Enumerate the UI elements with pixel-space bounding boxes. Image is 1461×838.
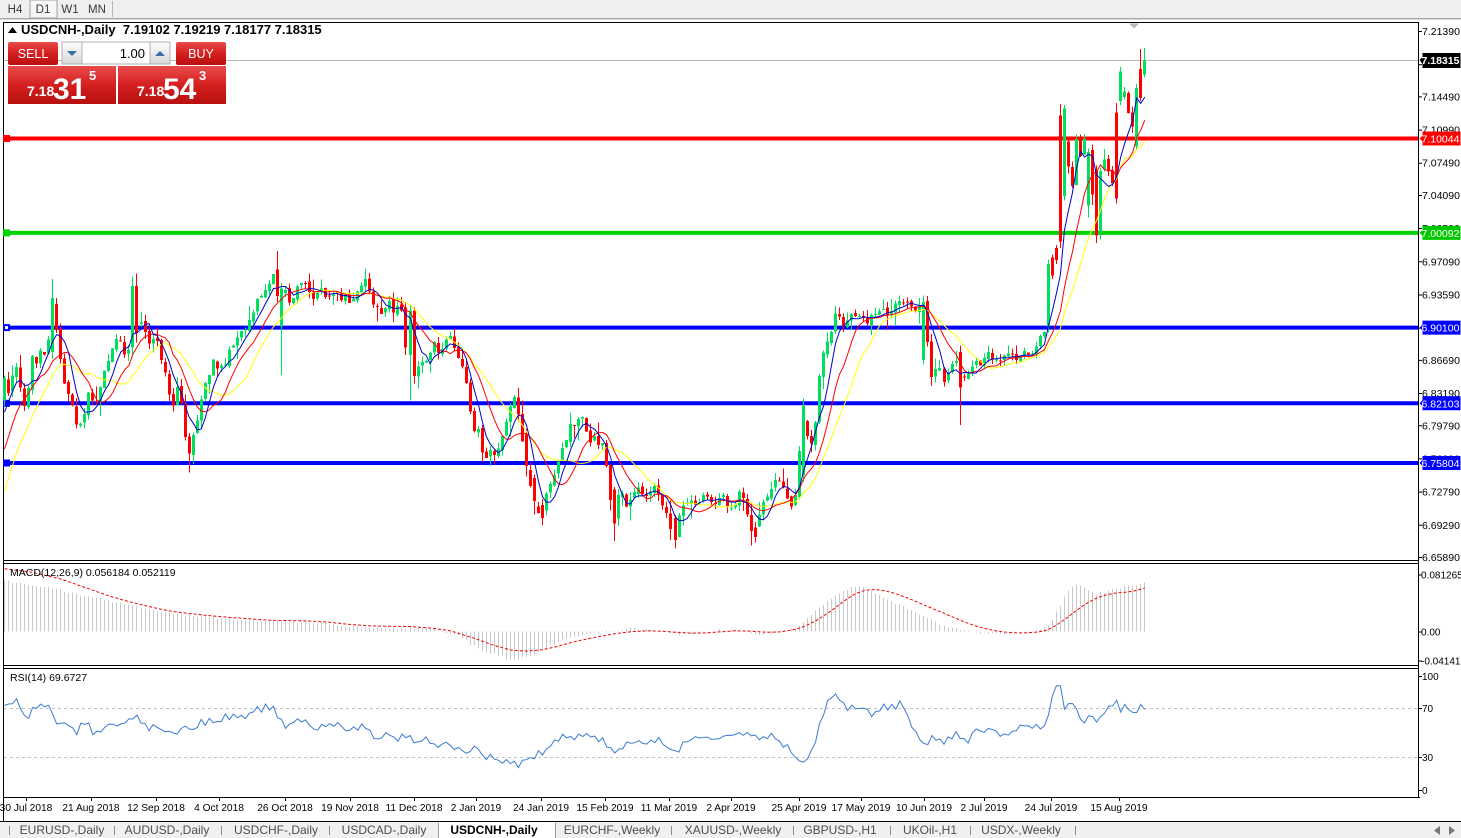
- svg-text:H4: H4: [8, 4, 23, 16]
- svg-text:USDCNH-,Daily: USDCNH-,Daily: [450, 823, 538, 837]
- svg-text:D1: D1: [36, 4, 51, 16]
- svg-text:MN: MN: [88, 4, 106, 16]
- svg-text:GBPUSD-,H1: GBPUSD-,H1: [803, 823, 877, 837]
- svg-text:3: 3: [199, 68, 206, 83]
- svg-text:19 Nov 2018: 19 Nov 2018: [321, 803, 379, 814]
- svg-text:UKOil-,H1: UKOil-,H1: [903, 823, 957, 837]
- svg-text:-0.041412: -0.041412: [1421, 657, 1461, 668]
- svg-text:21 Aug 2018: 21 Aug 2018: [62, 803, 120, 814]
- svg-text:6.75804: 6.75804: [1422, 458, 1460, 470]
- svg-text:12 Sep 2018: 12 Sep 2018: [127, 803, 185, 814]
- svg-text:7.18315: 7.18315: [1422, 55, 1460, 67]
- svg-text:0.00: 0.00: [1421, 628, 1441, 639]
- svg-text:7.04090: 7.04090: [1422, 190, 1460, 202]
- svg-text:XAUUSD-,Weekly: XAUUSD-,Weekly: [685, 823, 781, 837]
- svg-text:30 Jul 2018: 30 Jul 2018: [0, 803, 53, 814]
- svg-text:30: 30: [1422, 753, 1434, 764]
- svg-text:7.18: 7.18: [137, 83, 164, 99]
- svg-text:6.69290: 6.69290: [1422, 520, 1460, 532]
- svg-text:6.93590: 6.93590: [1422, 290, 1460, 302]
- svg-text:USDX-,Weekly: USDX-,Weekly: [981, 823, 1061, 837]
- svg-text:7.10044: 7.10044: [1422, 134, 1460, 146]
- svg-text:6.65890: 6.65890: [1422, 552, 1460, 564]
- svg-text:6.86690: 6.86690: [1422, 355, 1460, 367]
- svg-text:11 Dec 2018: 11 Dec 2018: [385, 803, 442, 814]
- svg-text:7.00092: 7.00092: [1422, 228, 1460, 240]
- svg-text:70: 70: [1422, 704, 1434, 715]
- svg-text:17 May 2019: 17 May 2019: [832, 803, 891, 814]
- svg-text:15 Feb 2019: 15 Feb 2019: [576, 803, 634, 814]
- svg-text:0: 0: [1422, 786, 1428, 797]
- svg-text:100: 100: [1422, 672, 1439, 683]
- svg-text:SELL: SELL: [18, 47, 49, 61]
- svg-text:31: 31: [53, 73, 86, 106]
- svg-text:1.00: 1.00: [120, 46, 145, 61]
- svg-text:USDCHF-,Daily: USDCHF-,Daily: [234, 823, 318, 837]
- svg-text:USDCNH-,Daily 7.19102 7.19219: USDCNH-,Daily 7.19102 7.19219 7.18177 7.…: [21, 22, 322, 37]
- svg-text:0.081265: 0.081265: [1421, 571, 1461, 582]
- svg-text:24 Jan 2019: 24 Jan 2019: [513, 803, 569, 814]
- svg-text:7.14490: 7.14490: [1422, 91, 1460, 103]
- svg-text:AUDUSD-,Daily: AUDUSD-,Daily: [125, 823, 210, 837]
- svg-text:25 Apr 2019: 25 Apr 2019: [772, 803, 827, 814]
- svg-text:EURUSD-,Daily: EURUSD-,Daily: [20, 823, 105, 837]
- svg-text:10 Jun 2019: 10 Jun 2019: [896, 803, 952, 814]
- svg-text:2 Apr 2019: 2 Apr 2019: [706, 803, 756, 814]
- svg-text:MACD(12,26,9) 0.056184 0.05211: MACD(12,26,9) 0.056184 0.052119: [10, 567, 176, 579]
- svg-text:EURCHF-,Weekly: EURCHF-,Weekly: [564, 823, 660, 837]
- svg-text:6.82103: 6.82103: [1422, 398, 1460, 410]
- svg-text:W1: W1: [61, 4, 78, 16]
- svg-text:24 Jul 2019: 24 Jul 2019: [1025, 803, 1078, 814]
- svg-text:7.21390: 7.21390: [1422, 26, 1460, 38]
- svg-text:7.07490: 7.07490: [1422, 158, 1460, 170]
- svg-text:RSI(14) 69.6727: RSI(14) 69.6727: [10, 672, 87, 684]
- svg-text:6.90100: 6.90100: [1422, 323, 1460, 335]
- svg-text:15 Aug 2019: 15 Aug 2019: [1090, 803, 1148, 814]
- svg-text:5: 5: [89, 68, 96, 83]
- svg-text:11 Mar 2019: 11 Mar 2019: [641, 803, 698, 814]
- svg-text:2 Jan 2019: 2 Jan 2019: [451, 803, 502, 814]
- svg-text:2 Jul 2019: 2 Jul 2019: [960, 803, 1007, 814]
- svg-text:54: 54: [163, 73, 197, 106]
- svg-text:4 Oct 2018: 4 Oct 2018: [194, 803, 244, 814]
- svg-text:26 Oct 2018: 26 Oct 2018: [257, 803, 313, 814]
- svg-text:6.79790: 6.79790: [1422, 420, 1460, 432]
- svg-text:USDCAD-,Daily: USDCAD-,Daily: [342, 823, 427, 837]
- svg-text:7.18: 7.18: [27, 83, 54, 99]
- svg-text:6.72790: 6.72790: [1422, 487, 1460, 499]
- svg-text:6.97090: 6.97090: [1422, 256, 1460, 268]
- svg-text:BUY: BUY: [188, 47, 214, 61]
